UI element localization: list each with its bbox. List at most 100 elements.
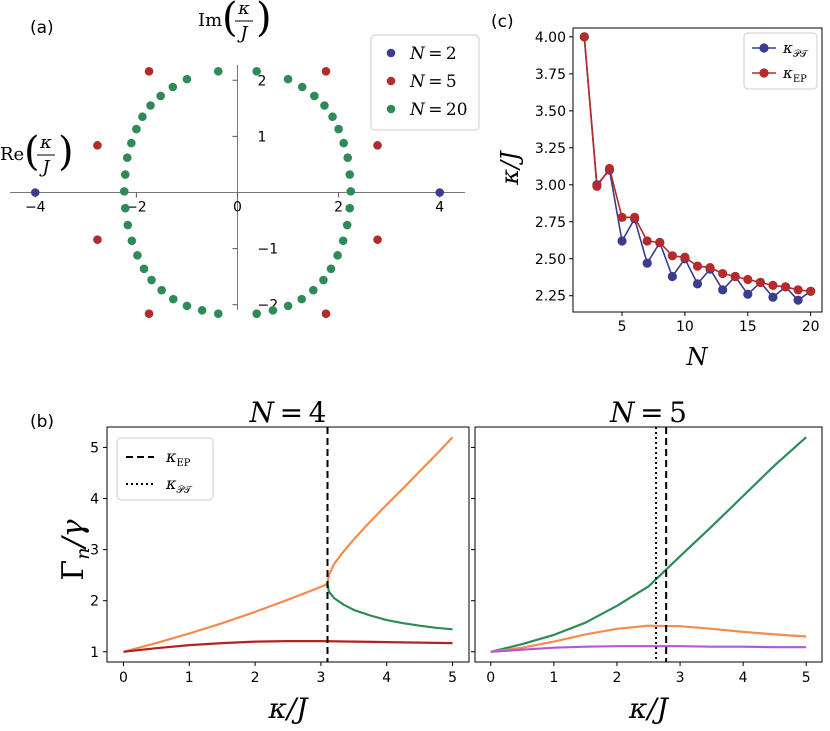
point-N20 xyxy=(182,301,192,311)
data-point-κ_EP xyxy=(743,274,753,285)
point-N20 xyxy=(182,74,192,84)
series-upper-branch xyxy=(123,582,328,653)
x-tick-label: 20 xyxy=(802,319,820,335)
point-N20 xyxy=(297,82,307,92)
plot-frame xyxy=(572,27,823,313)
point-N2 xyxy=(30,188,40,197)
point-N20 xyxy=(309,285,318,295)
series-upper-split xyxy=(326,436,454,584)
y-tick-label: 3.00 xyxy=(535,178,566,194)
point-N20 xyxy=(127,138,136,148)
y-tick-label: 4 xyxy=(90,492,99,508)
point-N20 xyxy=(138,112,147,122)
point-N20 xyxy=(133,251,142,260)
data-point-κ_EP xyxy=(642,236,652,246)
x-tick-label: 4 xyxy=(382,670,391,686)
series-lower-split xyxy=(326,583,453,631)
y-axis-label: Im(κJ) xyxy=(198,0,272,44)
data-point-κ_PT xyxy=(692,279,703,289)
legend-entry: κ𝒫𝒯 xyxy=(165,474,193,496)
point-N20 xyxy=(268,306,278,315)
y-axis-label-num: κ xyxy=(237,0,250,19)
series-green xyxy=(490,436,807,653)
legend-entry: κ𝒫𝒯 xyxy=(782,39,809,60)
x-axis-label: Re(κJ) xyxy=(0,129,74,178)
point-N20 xyxy=(213,66,223,76)
legend-entry: κEP xyxy=(782,64,807,85)
data-point-κ_EP xyxy=(604,163,615,174)
point-N20 xyxy=(147,275,156,285)
point-N20 xyxy=(283,301,293,311)
panel-label-a: (a) xyxy=(30,18,54,38)
y-tick-label: 2.25 xyxy=(535,289,566,305)
y-tick-label: 3.25 xyxy=(535,141,566,157)
data-point-κ_PT xyxy=(768,292,778,302)
x-tick-label: 1 xyxy=(185,670,194,686)
y-tick-label: 4.00 xyxy=(535,30,566,46)
y-axis-label: κ/J xyxy=(496,150,524,186)
y-tick-label: 3.50 xyxy=(535,104,566,120)
x-axis-label: N xyxy=(686,343,709,371)
x-axis-label-num: κ xyxy=(39,132,52,153)
point-N20 xyxy=(156,91,165,101)
point-N5 xyxy=(144,66,154,76)
x-axis-label: κ/J xyxy=(267,692,309,725)
point-N20 xyxy=(139,264,149,274)
x-tick-label: 10 xyxy=(676,319,694,335)
x-tick-label: 0 xyxy=(486,670,495,686)
point-N20 xyxy=(119,187,129,196)
point-N20 xyxy=(343,153,353,163)
legend-marker xyxy=(386,48,396,58)
data-point-κ_EP xyxy=(780,282,791,292)
panel-title: N = 4 xyxy=(249,396,327,429)
data-point-κ_EP xyxy=(768,280,778,290)
y-tick-label: 2.75 xyxy=(535,215,566,231)
legend-marker xyxy=(386,76,396,86)
legend-frame xyxy=(370,34,480,131)
x-tick-label: −2 xyxy=(126,200,147,216)
data-point-κ_EP xyxy=(680,252,690,262)
y-tick-label: 2 xyxy=(258,73,267,89)
data-point-κ_EP xyxy=(592,181,602,191)
point-N20 xyxy=(213,309,223,319)
data-point-κ_EP xyxy=(718,268,728,279)
data-point-κ_EP xyxy=(692,261,703,271)
point-N20 xyxy=(122,153,132,163)
y-tick-label: 5 xyxy=(90,440,99,456)
point-N20 xyxy=(120,170,130,179)
data-point-κ_EP xyxy=(630,212,640,222)
x-tick-label: 2 xyxy=(334,200,343,216)
x-tick-label: 0 xyxy=(233,200,242,216)
x-tick-label: 2 xyxy=(251,670,260,686)
legend-entry: N = 2 xyxy=(409,44,457,64)
legend-marker xyxy=(386,104,396,114)
y-axis-label-den: J xyxy=(236,23,249,44)
data-point-κ_EP xyxy=(755,277,765,288)
point-N5 xyxy=(373,141,382,150)
point-N20 xyxy=(328,112,337,122)
data-point-κ_EP xyxy=(667,251,677,261)
point-N20 xyxy=(319,275,328,285)
y-tick-label: −1 xyxy=(258,242,279,258)
panel-c: (c) 2.25 2.50 2.75 3.00 3.25 3.50 3.75 4.00 5 10 1… xyxy=(491,12,823,371)
x-tick-label: 5 xyxy=(802,670,811,686)
plot-frame xyxy=(106,426,470,663)
y-axis-label: Γn/γ xyxy=(56,519,94,580)
data-point-κ_EP xyxy=(655,237,665,248)
panel-b-n5: 0 1 2 3 4 5 N = 5 κ/J xyxy=(471,396,823,725)
y-tick-label: 3.75 xyxy=(535,67,566,83)
data-point-κ_PT xyxy=(743,289,753,299)
legend-marker xyxy=(759,68,769,78)
x-tick-label: 0 xyxy=(119,670,128,686)
series-orange xyxy=(490,624,807,653)
y-tick-label: 1 xyxy=(90,645,99,661)
data-point-κ_EP xyxy=(793,285,803,295)
point-N20 xyxy=(326,264,336,274)
plot-frame xyxy=(474,426,823,663)
data-point-κ_PT xyxy=(793,295,803,305)
point-N5 xyxy=(321,309,331,319)
point-N20 xyxy=(168,294,178,304)
point-N5 xyxy=(321,66,331,76)
x-tick-label: 5 xyxy=(618,319,627,335)
panel-label-b: (b) xyxy=(30,412,54,432)
